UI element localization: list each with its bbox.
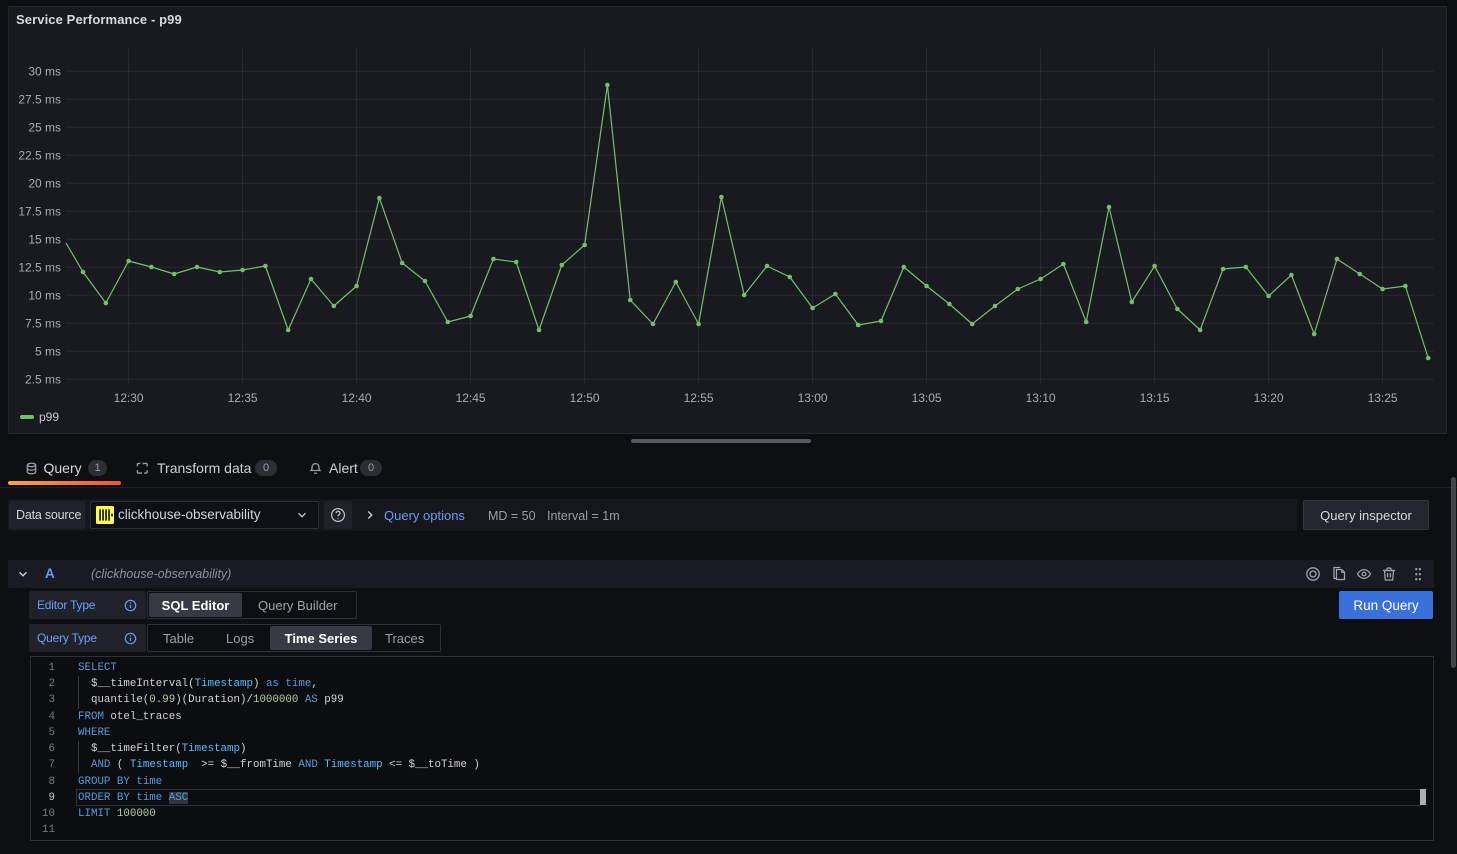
- svg-text:5 ms: 5 ms: [35, 344, 61, 358]
- svg-text:25 ms: 25 ms: [28, 120, 61, 134]
- svg-text:13:25: 13:25: [1368, 391, 1398, 405]
- svg-text:20 ms: 20 ms: [28, 176, 61, 190]
- svg-text:15 ms: 15 ms: [28, 232, 61, 246]
- svg-text:12:30: 12:30: [114, 391, 144, 405]
- svg-text:12:40: 12:40: [342, 391, 372, 405]
- svg-text:13:05: 13:05: [912, 391, 942, 405]
- svg-text:2.5 ms: 2.5 ms: [25, 372, 61, 386]
- svg-text:12:45: 12:45: [456, 391, 486, 405]
- svg-text:30 ms: 30 ms: [28, 64, 61, 78]
- svg-text:10 ms: 10 ms: [28, 288, 61, 302]
- svg-text:13:00: 13:00: [798, 391, 828, 405]
- svg-text:12:55: 12:55: [684, 391, 714, 405]
- svg-text:17.5 ms: 17.5 ms: [18, 204, 61, 218]
- svg-text:13:20: 13:20: [1254, 391, 1284, 405]
- svg-text:12:50: 12:50: [570, 391, 600, 405]
- svg-text:27.5 ms: 27.5 ms: [18, 92, 61, 106]
- svg-text:12:35: 12:35: [228, 391, 258, 405]
- svg-text:p99: p99: [39, 410, 59, 424]
- svg-text:12.5 ms: 12.5 ms: [18, 260, 61, 274]
- svg-text:13:15: 13:15: [1140, 391, 1170, 405]
- svg-text:13:10: 13:10: [1026, 391, 1056, 405]
- svg-text:22.5 ms: 22.5 ms: [18, 148, 61, 162]
- svg-text:7.5 ms: 7.5 ms: [25, 316, 61, 330]
